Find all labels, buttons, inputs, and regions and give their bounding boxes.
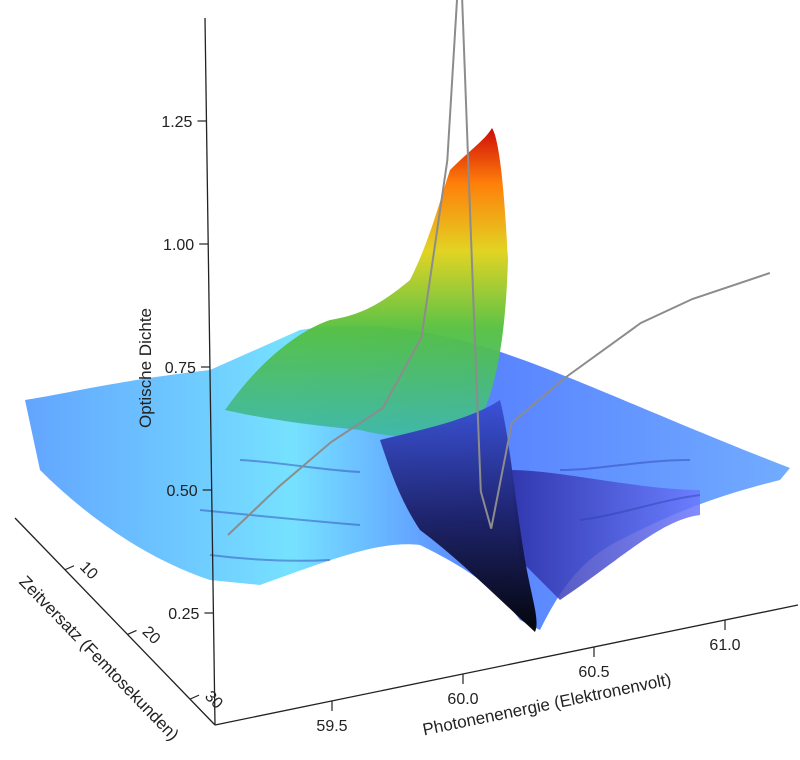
z-tick-label: 0.25 xyxy=(168,606,199,623)
z-axis-line xyxy=(204,17,216,726)
surface-peak-ridge xyxy=(225,128,508,437)
z-tick-label: 0.75 xyxy=(165,360,196,377)
surface xyxy=(25,128,790,632)
x-axis-ticks: 59.5 60.0 60.5 61.0 xyxy=(316,620,741,735)
z-axis-ticks: 0.25 0.50 0.75 1.00 1.25 xyxy=(161,114,214,623)
x-tick-label: 60.5 xyxy=(578,664,609,681)
y-tick xyxy=(64,565,75,571)
y-tick-label: 30 xyxy=(201,688,226,713)
x-tick-label: 60.0 xyxy=(447,691,478,708)
x-tick-label: 61.0 xyxy=(709,637,740,654)
surface-texture xyxy=(199,459,701,562)
z-tick-label: 0.50 xyxy=(167,483,198,500)
y-axis-line xyxy=(14,517,216,726)
z-tick-label: 1.25 xyxy=(161,114,192,131)
y-tick-label: 20 xyxy=(139,623,164,648)
x-tick-label: 59.5 xyxy=(316,718,347,735)
profile-line xyxy=(227,0,771,536)
surface-dip-front xyxy=(380,400,537,632)
x-axis-line xyxy=(214,604,799,726)
y-tick-label: 10 xyxy=(76,559,101,584)
z-axis-title: Optische Dichte xyxy=(136,308,155,428)
y-axis-title: Zeitversatz (Femtosekunden) xyxy=(15,572,182,744)
surface-right-dip xyxy=(510,470,700,600)
y-tick xyxy=(189,694,200,700)
z-tick-label: 1.00 xyxy=(163,237,194,254)
y-tick xyxy=(127,629,137,635)
axes xyxy=(14,17,799,726)
